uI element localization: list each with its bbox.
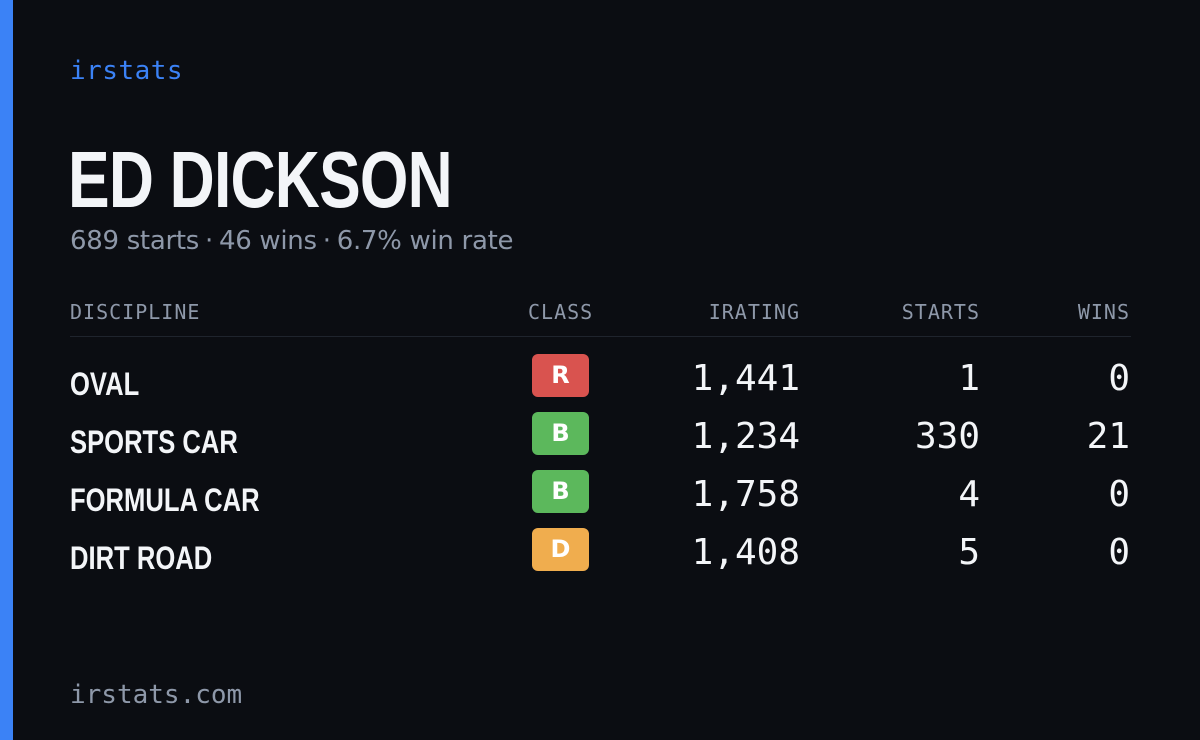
wins-value: 21 <box>1086 416 1130 457</box>
summary-separator: · <box>322 226 331 256</box>
header-class: CLASS <box>528 300 594 324</box>
class-badge: B <box>532 412 589 455</box>
discipline-name: FORMULA CAR <box>70 482 260 518</box>
brand-logo: irstats <box>70 56 184 86</box>
wins-value: 0 <box>1108 474 1130 515</box>
starts-value: 330 <box>914 416 980 457</box>
discipline-name: OVAL <box>70 366 140 402</box>
header-starts: STARTS <box>901 300 980 324</box>
player-name: ED DICKSON <box>68 135 453 224</box>
class-badge: B <box>532 470 589 513</box>
table-header: DISCIPLINE CLASS IRATING STARTS WINS <box>70 296 1131 337</box>
starts-value: 4 <box>958 474 980 515</box>
wins-value: 0 <box>1108 358 1130 399</box>
summary-separator: · <box>205 226 213 256</box>
table-row: FORMULA CAR B 1,758 4 0 <box>70 470 1131 528</box>
accent-bar <box>0 0 13 740</box>
starts-value: 1 <box>958 358 980 399</box>
summary-wins: 46 wins <box>218 226 317 256</box>
header-discipline: DISCIPLINE <box>70 300 201 324</box>
irating-value: 1,408 <box>691 532 800 573</box>
header-wins: WINS <box>1077 300 1130 324</box>
player-summary: 689 starts · 46 wins · 6.7% win rate <box>70 226 513 256</box>
summary-win-rate: 6.7% win rate <box>336 226 514 256</box>
summary-starts: 689 starts <box>70 226 199 256</box>
irating-value: 1,234 <box>691 416 800 457</box>
table-row: OVAL R 1,441 1 0 <box>70 354 1131 412</box>
starts-value: 5 <box>958 532 980 573</box>
table-row: SPORTS CAR B 1,234 330 21 <box>70 412 1131 470</box>
discipline-name: DIRT ROAD <box>70 540 213 576</box>
header-irating: IRATING <box>708 300 800 324</box>
table-row: DIRT ROAD D 1,408 5 0 <box>70 528 1131 586</box>
footer-url: irstats.com <box>70 680 243 710</box>
wins-value: 0 <box>1108 532 1130 573</box>
irating-value: 1,441 <box>691 358 800 399</box>
irating-value: 1,758 <box>691 474 800 515</box>
class-badge: R <box>532 354 589 397</box>
class-badge: D <box>532 528 589 571</box>
discipline-name: SPORTS CAR <box>70 424 238 460</box>
discipline-table: DISCIPLINE CLASS IRATING STARTS WINS OVA… <box>70 296 1131 576</box>
